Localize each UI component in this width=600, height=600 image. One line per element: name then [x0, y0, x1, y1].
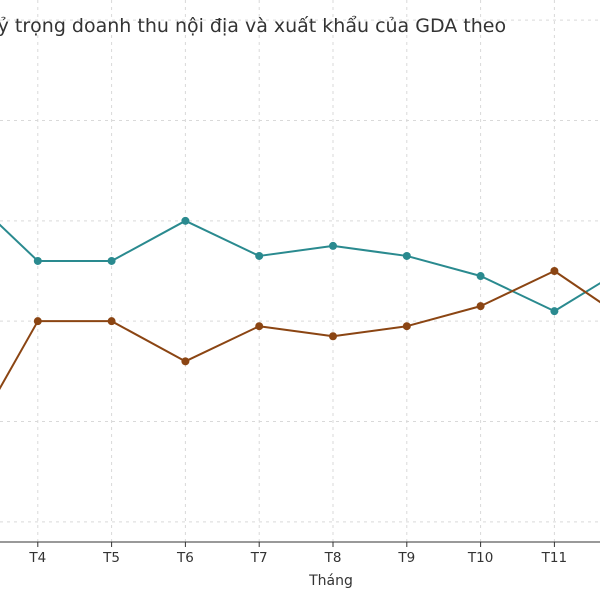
series-line-2 — [0, 270, 600, 391]
series-2-point — [107, 317, 116, 326]
x-tick-label: T10 — [467, 550, 493, 566]
series-1-point — [550, 307, 559, 316]
series-1-point — [329, 241, 337, 250]
series-lines — [0, 216, 600, 391]
series-2-point — [402, 322, 411, 331]
series-line-1 — [0, 219, 600, 313]
x-tick-label: T4 — [28, 550, 46, 566]
x-tick-label: T9 — [397, 550, 415, 566]
series-2-point — [329, 332, 337, 341]
series-2-point — [33, 317, 42, 326]
x-tick-label: T7 — [250, 550, 268, 566]
series-2-point — [255, 322, 264, 331]
x-tick-label: T11 — [541, 550, 567, 566]
series-1-point — [33, 256, 42, 265]
series-1-point — [255, 251, 264, 260]
series-2-point — [181, 357, 190, 366]
x-tick-label: T6 — [176, 550, 194, 566]
x-axis-label: Tháng — [308, 573, 353, 589]
x-tick-label: T8 — [324, 550, 342, 566]
series-1-point — [476, 272, 485, 281]
series-1-point — [181, 216, 190, 225]
series-2-point — [476, 302, 485, 311]
chart-title: Tỷ trọng doanh thu nội địa và xuất khẩu … — [0, 15, 506, 37]
series-1-point — [402, 251, 411, 260]
x-ticks: T3T4T5T6T7T8T9T10T11T12 — [28, 542, 567, 566]
x-tick-label: T5 — [102, 550, 120, 566]
series-2-point — [550, 267, 559, 275]
grid — [0, 0, 600, 542]
series-1-point — [107, 256, 116, 265]
